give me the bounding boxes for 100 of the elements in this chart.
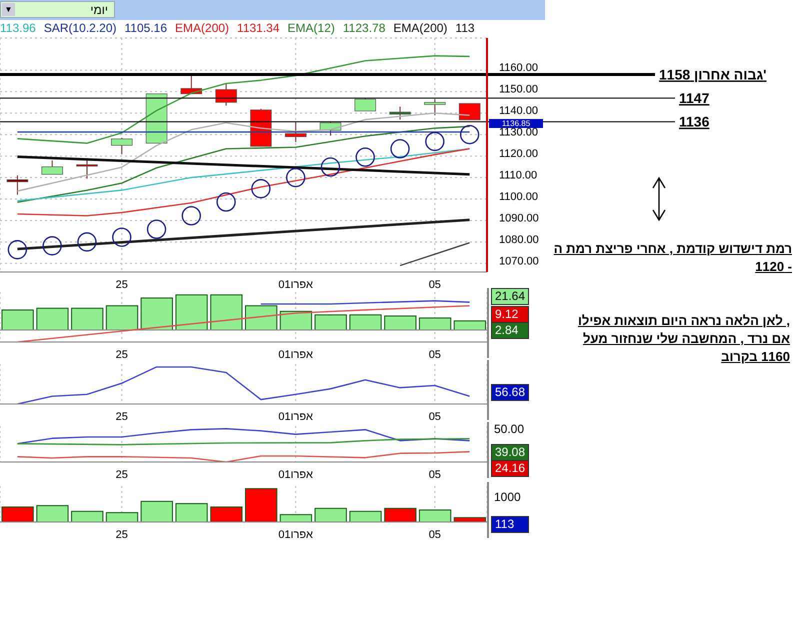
x-tick-label: 05 (428, 528, 441, 541)
bar (36, 308, 69, 331)
bar (454, 517, 486, 522)
bar (314, 314, 347, 331)
bar (140, 500, 173, 522)
bar (140, 297, 173, 331)
y-tick-label: 1110.00 (499, 170, 538, 182)
bar (2, 309, 34, 331)
point (320, 157, 340, 177)
text: 1131.34 (237, 21, 280, 35)
text: EMA(200) (175, 21, 230, 35)
text: EMA(12) (288, 21, 335, 35)
text: 24.16 (491, 460, 530, 477)
x-tick-label: 01אפרו (278, 278, 314, 291)
text: 2.84 (491, 322, 529, 339)
text: 50.00 (493, 422, 526, 437)
bar (280, 514, 312, 522)
candlestick (6, 174, 28, 196)
x-tick-label: 05 (428, 468, 441, 481)
bar (71, 510, 104, 522)
ref-line-label: גבוה אחרון 1158' (659, 66, 767, 82)
bar (36, 505, 69, 522)
x-tick-label: 25 (116, 410, 128, 423)
text: 1123.78 (342, 21, 386, 35)
bar (349, 314, 382, 331)
bar (384, 508, 416, 522)
point (356, 147, 375, 167)
y-tick-label: 1100.00 (499, 191, 538, 204)
x-tick-label: 25 (116, 348, 128, 361)
bar (71, 308, 104, 331)
point (77, 232, 97, 252)
text: 56.68 (491, 384, 530, 401)
text: יומי (90, 3, 108, 17)
bar (106, 305, 138, 331)
bar (245, 305, 278, 331)
y-tick-label: 1160.00 (499, 62, 538, 74)
candlestick (458, 102, 480, 120)
text: EMA(200) (393, 21, 448, 35)
line-series (16, 148, 470, 216)
x-tick-label: 25 (116, 528, 128, 541)
x-tick-label: 01אפרו (278, 528, 314, 541)
text: 113 (491, 516, 529, 533)
x-tick-label: 05 (428, 278, 441, 291)
point (425, 132, 444, 152)
ref-line-label: 1147 (679, 90, 710, 106)
bar (418, 510, 452, 522)
point (460, 124, 480, 144)
point (8, 240, 28, 260)
bar (418, 318, 452, 331)
x-tick-label: 01אפרו (278, 468, 314, 481)
candlestick (76, 158, 98, 180)
y-tick-label: 1090.00 (499, 212, 539, 224)
line-series (16, 55, 470, 144)
text: 9.12 (491, 306, 529, 323)
bar (175, 503, 208, 522)
y-tick-label: 1070.00 (499, 255, 539, 268)
bar (384, 315, 416, 331)
y-tick-label: 1120.00 (499, 148, 538, 160)
point (216, 192, 236, 212)
candlestick (41, 160, 63, 175)
point (146, 220, 166, 239)
bar (2, 506, 34, 522)
bar (349, 510, 382, 522)
x-tick-label: 05 (428, 410, 441, 423)
text: 1000 (493, 490, 522, 505)
point (182, 206, 201, 226)
y-tick-label: 1130.00 (499, 126, 538, 139)
point (390, 139, 410, 158)
text: 113.96 (0, 21, 36, 35)
y-tick-label: 1140.00 (499, 105, 538, 118)
x-tick-label: 01אפרו (278, 348, 314, 361)
y-tick-label: 1080.00 (499, 234, 539, 246)
text: , לאן הלאה נראה היום תוצאות אפילו אם נרד , המחשבה שלי שנחזור מעל 1160 בקרוב (576, 312, 790, 366)
bar (175, 294, 208, 331)
text: SAR(10.2.20) (44, 21, 117, 35)
point (286, 168, 306, 188)
x-tick-label: 25 (116, 468, 128, 481)
point (251, 179, 271, 198)
point (112, 228, 132, 247)
candlestick (215, 82, 237, 106)
x-tick-label: 01אפרו (278, 410, 314, 423)
point (42, 236, 62, 256)
x-tick-label: 05 (428, 348, 441, 361)
text: ▼ (2, 3, 15, 16)
candlestick (284, 121, 306, 143)
text: 1136.85 (489, 118, 543, 128)
text: 1105.16 (124, 21, 168, 35)
ref-line-label: 1136 (679, 114, 710, 130)
y-tick-label: 1150.00 (499, 84, 538, 96)
text: 39.08 (491, 444, 530, 461)
candlestick (111, 137, 133, 154)
text: 113 (455, 21, 475, 35)
candlestick (354, 98, 376, 112)
x-tick-label: 25 (116, 278, 128, 291)
bar (314, 508, 347, 522)
text: 21.64 (491, 288, 530, 305)
bar (210, 294, 243, 331)
candlestick (389, 106, 411, 120)
text: רמת דישדוש קודמת , אחרי פריצת רמת ה - 1120 (552, 240, 792, 276)
bar (245, 488, 278, 522)
